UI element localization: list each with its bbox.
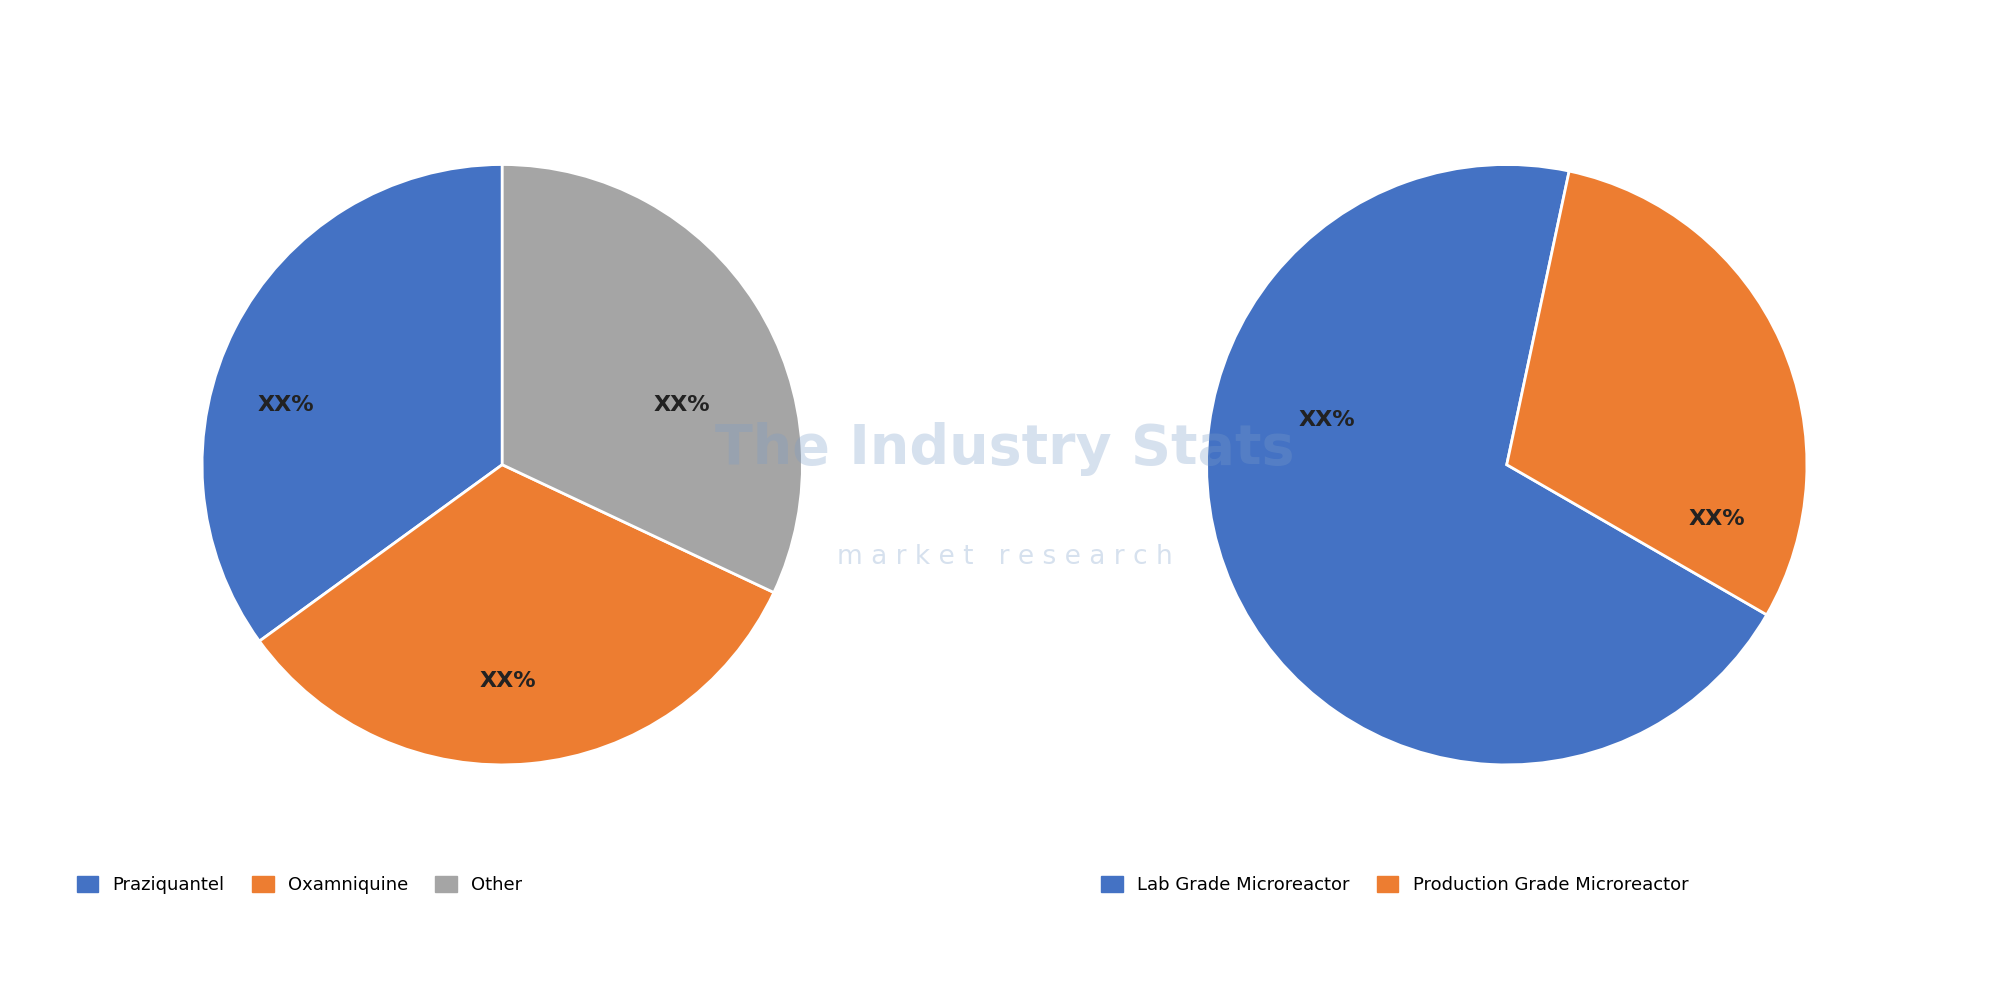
Wedge shape xyxy=(1507,171,1806,615)
Wedge shape xyxy=(1207,165,1766,764)
Text: Source: Theindustrystats Analysis: Source: Theindustrystats Analysis xyxy=(40,956,386,974)
Text: XX%: XX% xyxy=(655,395,711,414)
Text: The Industry Stats: The Industry Stats xyxy=(715,422,1294,476)
Text: XX%: XX% xyxy=(480,671,536,691)
Text: Email: sales@theindustrystats.com: Email: sales@theindustrystats.com xyxy=(828,956,1181,974)
Text: XX%: XX% xyxy=(257,395,315,414)
Text: XX%: XX% xyxy=(1298,410,1354,429)
Wedge shape xyxy=(502,164,802,592)
Text: Website: www.theindustrystats.com: Website: www.theindustrystats.com xyxy=(1601,956,1969,974)
Legend: Lab Grade Microreactor, Production Grade Microreactor: Lab Grade Microreactor, Production Grade… xyxy=(1093,869,1696,901)
Wedge shape xyxy=(203,164,502,641)
Wedge shape xyxy=(259,464,773,764)
Text: XX%: XX% xyxy=(1690,509,1746,529)
Text: Fig. Global Microreactor Technology Market Share by Product Types & Application: Fig. Global Microreactor Technology Mark… xyxy=(36,35,1320,64)
Text: m a r k e t   r e s e a r c h: m a r k e t r e s e a r c h xyxy=(836,544,1173,570)
